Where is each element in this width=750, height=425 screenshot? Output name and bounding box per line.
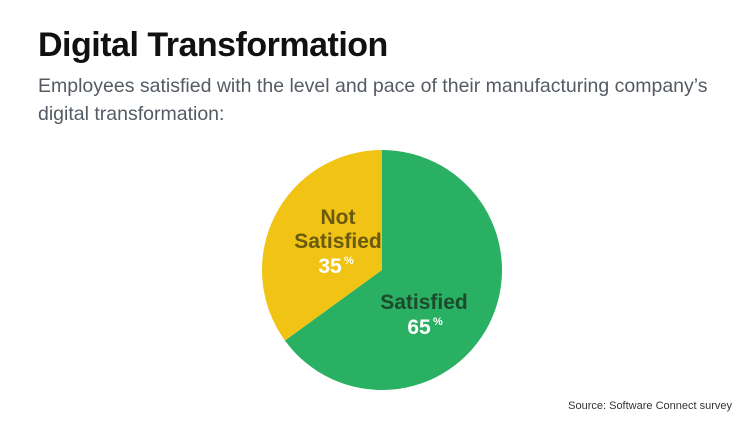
pie-slice-satisfied [284,150,502,391]
not-satisfied-label-line2: Satisfied [294,230,382,253]
satisfied-label: Satisfied [380,291,468,314]
pie-slice-not-satisfied [262,150,382,341]
not-satisfied-label-line1: Not [321,206,356,229]
not-satisfied-unit: % [344,255,354,267]
satisfied-value: 65 [407,316,431,339]
source-note: Source: Software Connect survey [568,400,732,412]
satisfied-unit: % [433,316,443,328]
not-satisfied-value: 35 [318,255,342,278]
page-title: Digital Transformation [38,26,388,64]
page-subtitle: Employees satisfied with the level and p… [38,75,708,125]
